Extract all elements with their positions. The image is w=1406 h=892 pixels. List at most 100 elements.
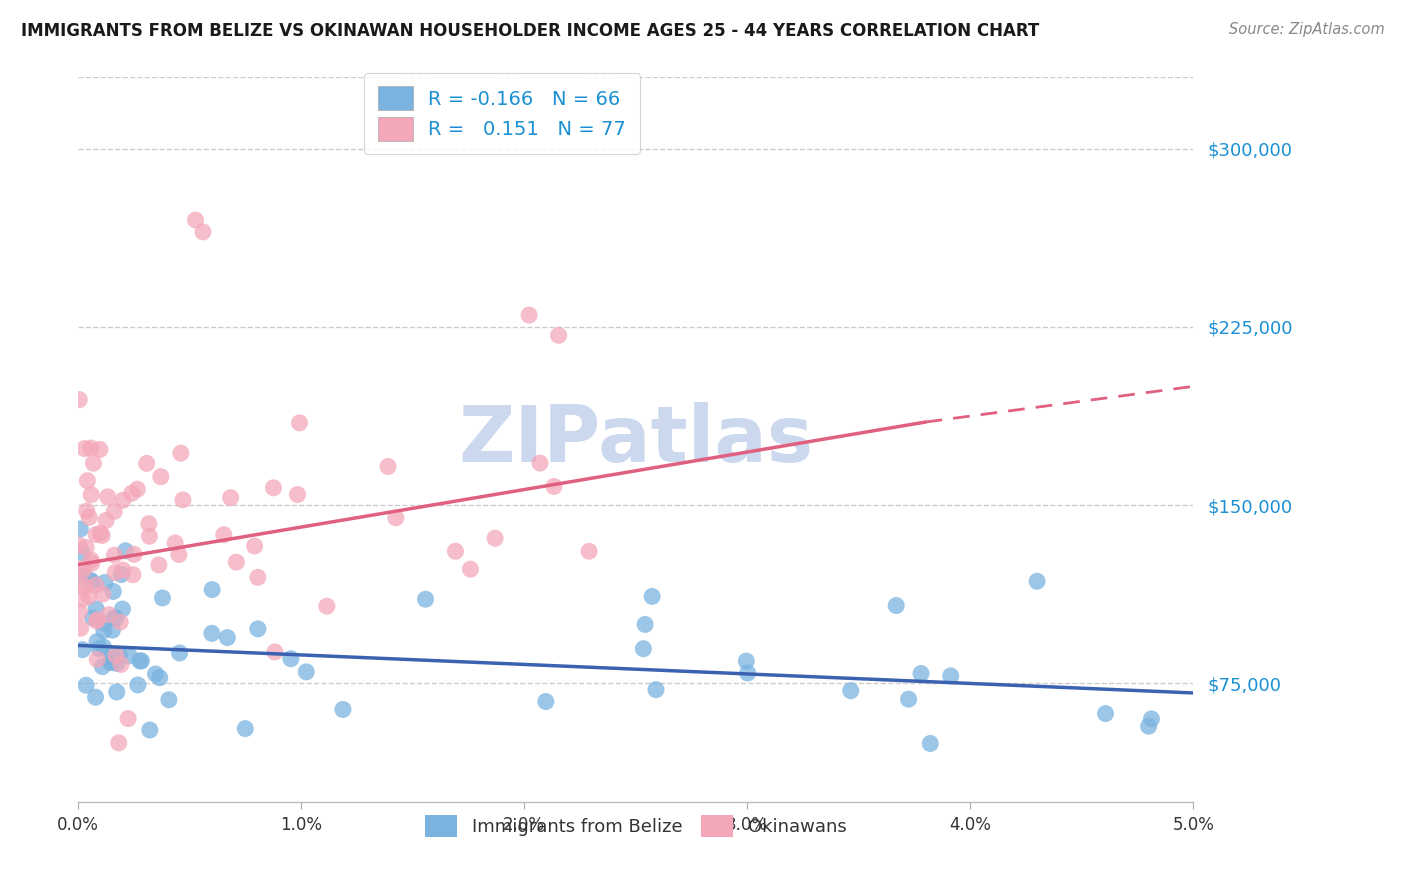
Point [1094,706,1116,721]
Point [72,564,94,578]
Point [82,456,104,470]
Point [105,685,128,699]
Point [332,702,354,716]
Point [547,328,569,343]
Point [157,692,180,706]
Point [645,682,668,697]
Point [233,722,256,736]
Text: Source: ZipAtlas.com: Source: ZipAtlas.com [1229,22,1385,37]
Point [149,469,172,483]
Point [72,642,94,657]
Point [98,656,121,670]
Point [634,617,657,632]
Point [910,666,932,681]
Point [104,648,127,663]
Point [170,446,193,460]
Point [111,602,134,616]
Point [149,671,172,685]
Point [91,587,114,601]
Point [70,546,93,560]
Point [295,665,318,679]
Point [184,213,207,227]
Point [108,648,131,663]
Point [529,456,551,470]
Point [86,613,108,627]
Point [139,723,162,737]
Point [84,690,107,705]
Point [77,510,100,524]
Point [97,607,120,622]
Point [67,538,90,552]
Point [89,442,111,457]
Point [114,543,136,558]
Point [135,457,157,471]
Point [80,441,103,455]
Point [75,541,97,555]
Point [84,602,107,616]
Point [110,615,132,629]
Point [97,490,120,504]
Point [165,536,187,550]
Point [80,574,103,589]
Point [93,624,115,638]
Legend: Immigrants from Belize, Okinawans: Immigrants from Belize, Okinawans [418,807,853,844]
Point [91,528,114,542]
Point [76,504,98,518]
Point [138,516,160,531]
Point [103,611,125,625]
Point [72,569,94,583]
Point [641,590,664,604]
Point [288,416,311,430]
Point [104,566,127,580]
Point [377,459,399,474]
Point [191,225,214,239]
Point [152,591,174,605]
Point [89,641,111,656]
Point [172,492,194,507]
Point [217,631,239,645]
Point [117,712,139,726]
Point [897,692,920,706]
Point [939,669,962,683]
Point [100,655,122,669]
Point [75,678,97,692]
Point [280,652,302,666]
Text: ZIPatlas: ZIPatlas [458,402,813,478]
Point [91,659,114,673]
Point [484,531,506,545]
Point [128,654,150,668]
Point [101,623,124,637]
Point [517,308,540,322]
Point [884,599,907,613]
Point [385,511,408,525]
Point [86,652,108,666]
Point [460,562,482,576]
Point [169,646,191,660]
Point [103,584,125,599]
Point [737,665,759,680]
Point [145,667,167,681]
Point [534,694,557,708]
Point [127,678,149,692]
Point [138,529,160,543]
Point [80,574,103,588]
Point [225,555,247,569]
Point [73,442,96,456]
Point [84,578,107,592]
Point [69,578,91,592]
Text: IMMIGRANTS FROM BELIZE VS OKINAWAN HOUSEHOLDER INCOME AGES 25 - 44 YEARS CORRELA: IMMIGRANTS FROM BELIZE VS OKINAWAN HOUSE… [21,22,1039,40]
Point [201,626,224,640]
Point [920,736,942,750]
Point [104,611,127,625]
Point [107,736,129,750]
Point [444,544,467,558]
Point [111,563,134,577]
Point [80,556,103,570]
Point [70,562,93,576]
Point [80,488,103,502]
Point [1026,574,1049,589]
Point [1137,719,1160,733]
Point [82,611,104,625]
Point [118,648,141,663]
Point [103,548,125,562]
